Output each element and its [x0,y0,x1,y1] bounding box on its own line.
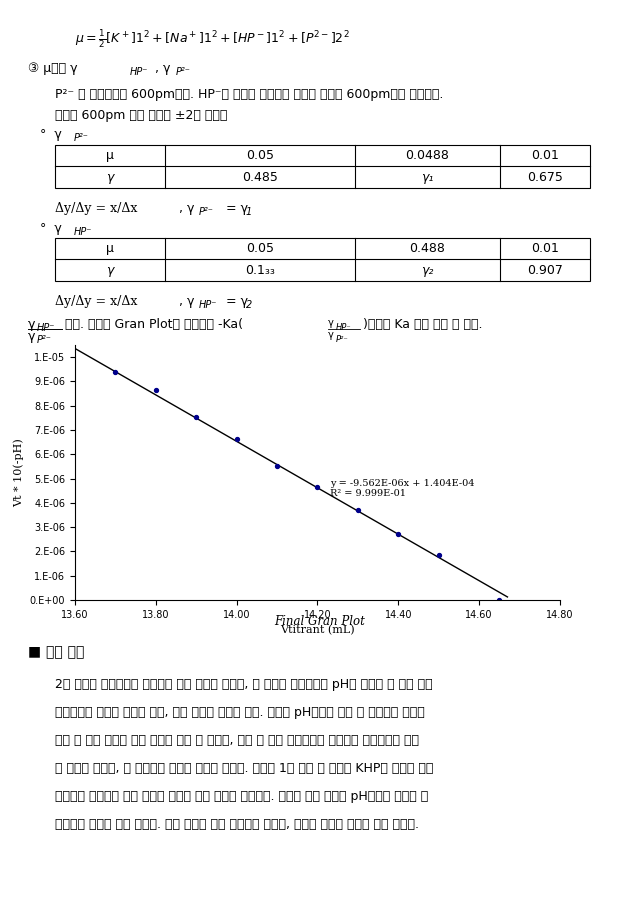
Text: 1: 1 [246,207,252,217]
Point [393,528,403,542]
Text: 0.01: 0.01 [531,149,559,162]
Text: 0.0488: 0.0488 [406,149,449,162]
Text: γ: γ [28,330,35,343]
Point [434,548,444,562]
Text: = γ: = γ [222,202,248,215]
Text: 0.1₃₃: 0.1₃₃ [245,263,275,277]
Text: 0.488: 0.488 [410,243,445,255]
Text: 2: 2 [246,300,252,310]
Text: y = -9.562E-06x + 1.404E-04
R² = 9.999E-01: y = -9.562E-06x + 1.404E-04 R² = 9.999E-… [330,479,474,498]
Text: °  γ: ° γ [40,222,62,235]
Text: 오염 등 여러 원인에 의해 오차가 생길 수 있는데, 사용 전 표준 완충용액을 사용하여 유리전극을 표준: 오염 등 여러 원인에 의해 오차가 생길 수 있는데, 사용 전 표준 완충용… [55,734,419,747]
Text: 날아가서 정량보다 조금 낮어서 오차가 생긴 것으로 생각된다. 그리고 실험 중간에 pH미터가 갑자기 꺼: 날아가서 정량보다 조금 낮어서 오차가 생긴 것으로 생각된다. 그리고 실험… [55,790,428,803]
Point [191,409,202,424]
Text: 져버리는 경우가 많이 있었다. 다시 보정을 해서 측정하긴 했지만, 그래도 오차의 원인이 됐을 것이다.: 져버리는 경우가 많이 있었다. 다시 보정을 해서 측정하긴 했지만, 그래도… [55,818,419,831]
Text: P²⁻: P²⁻ [336,335,349,344]
Text: 0.485: 0.485 [242,171,278,184]
Point [312,480,323,494]
Bar [55,238,590,281]
Text: HP⁻: HP⁻ [130,67,148,77]
Text: γ₂: γ₂ [421,263,434,277]
Text: 0.05: 0.05 [246,243,274,255]
Text: γ: γ [328,330,334,340]
Text: ■ 토의 사항: ■ 토의 사항 [28,645,84,659]
Text: , γ: , γ [155,62,170,75]
Point [272,459,282,473]
Text: P²⁻: P²⁻ [199,207,214,217]
Text: HP⁻: HP⁻ [37,323,56,333]
Text: Δy/Δy = x/Δx: Δy/Δy = x/Δx [55,295,138,308]
Text: γ: γ [28,318,35,331]
Text: γ: γ [328,318,334,328]
Point [232,432,242,446]
Text: HP⁻: HP⁻ [74,227,92,237]
Point [353,503,363,518]
Text: 화 시켜야 되는데, 그 과정에서 오차가 생겼을 것이다. 그리고 1차 실험 때 측정한 KHP가 바람에 조금: 화 시켜야 되는데, 그 과정에서 오차가 생겼을 것이다. 그리고 1차 실험… [55,762,433,775]
Text: μ: μ [106,149,114,162]
Text: γ: γ [106,171,114,184]
Text: ③ μ에서 γ: ③ μ에서 γ [28,62,77,75]
Text: γ₁: γ₁ [421,171,434,184]
Bar [55,145,590,188]
X-axis label: Vtitrant (mL): Vtitrant (mL) [280,625,355,635]
Text: γ: γ [106,263,114,277]
Text: , γ: , γ [175,202,195,215]
Text: $\mu = \frac{1}{2}[K^+]1^2 + [Na^+]1^2 + [HP^-]1^2 + [P^{2-}]2^2$: $\mu = \frac{1}{2}[K^+]1^2 + [Na^+]1^2 +… [75,28,349,50]
Text: 0.01: 0.01 [531,243,559,255]
Text: °  γ: ° γ [40,128,62,141]
Text: Δy/Δy = x/Δx: Δy/Δy = x/Δx [55,202,138,215]
Point [110,365,120,379]
Text: P²⁻ 의 수화반경은 600pm이다. HP⁻의 크기는 명시되어 있지는 않으나 600pm으로 가정한다.: P²⁻ 의 수화반경은 600pm이다. HP⁻의 크기는 명시되어 있지는 않… [55,88,444,101]
Text: 이다. 여기서 Gran Plot의 기울기가 -Ka(: 이다. 여기서 Gran Plot의 기울기가 -Ka( [65,318,243,331]
Text: Final Gran Plot: Final Gran Plot [275,615,365,628]
Text: P²⁻: P²⁻ [74,133,89,143]
Text: , γ: , γ [175,295,195,308]
Text: P²⁻: P²⁻ [176,67,191,77]
Text: P²⁻: P²⁻ [37,335,52,345]
Text: = γ: = γ [222,295,248,308]
Text: 0.05: 0.05 [246,149,274,162]
Text: HP⁻: HP⁻ [199,300,218,310]
Y-axis label: Vt * 10(-pH): Vt * 10(-pH) [13,438,24,507]
Text: 0.675: 0.675 [527,171,563,184]
Text: 2차 실험을 제외하고는 실험값이 조금 차이가 있는데, 그 원인을 분석해보면 pH를 측정할 때 우리 조는: 2차 실험을 제외하고는 실험값이 조금 차이가 있는데, 그 원인을 분석해보… [55,678,433,691]
Text: 0.907: 0.907 [527,263,563,277]
Text: )이므로 Ka 값을 구할 수 있다.: )이므로 Ka 값을 구할 수 있다. [363,318,483,331]
Text: μ: μ [106,243,114,255]
Text: 크기가 600pm 이고 전하가 ±2인 이온은: 크기가 600pm 이고 전하가 ±2인 이온은 [55,109,227,122]
Text: 유리전극을 똑바로 세우지 않고, 조금 눕혀서 측정을 했다. 그리고 pH측정기 사용 시 유리전극 표면의: 유리전극을 똑바로 세우지 않고, 조금 눕혀서 측정을 했다. 그리고 pH측… [55,706,425,719]
Text: HP⁻: HP⁻ [336,323,351,332]
Point [150,383,161,397]
Point [494,593,504,607]
